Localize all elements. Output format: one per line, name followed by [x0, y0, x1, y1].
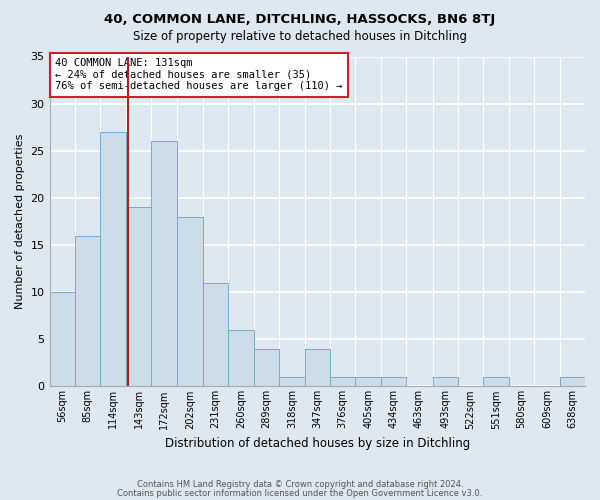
Bar: [279, 377, 305, 386]
Bar: [75, 236, 100, 386]
Bar: [151, 142, 176, 386]
Y-axis label: Number of detached properties: Number of detached properties: [15, 134, 25, 309]
Bar: [178, 216, 203, 386]
Bar: [355, 377, 381, 386]
Bar: [484, 377, 509, 386]
Bar: [305, 348, 330, 387]
X-axis label: Distribution of detached houses by size in Ditchling: Distribution of detached houses by size …: [164, 437, 470, 450]
Bar: [381, 377, 406, 386]
Bar: [229, 330, 254, 386]
Bar: [50, 292, 75, 386]
Text: 40, COMMON LANE, DITCHLING, HASSOCKS, BN6 8TJ: 40, COMMON LANE, DITCHLING, HASSOCKS, BN…: [104, 12, 496, 26]
Bar: [254, 348, 279, 387]
Bar: [126, 208, 151, 386]
Bar: [203, 282, 229, 387]
Text: Contains public sector information licensed under the Open Government Licence v3: Contains public sector information licen…: [118, 488, 482, 498]
Bar: [433, 377, 458, 386]
Text: Contains HM Land Registry data © Crown copyright and database right 2024.: Contains HM Land Registry data © Crown c…: [137, 480, 463, 489]
Bar: [100, 132, 126, 386]
Text: 40 COMMON LANE: 131sqm
← 24% of detached houses are smaller (35)
76% of semi-det: 40 COMMON LANE: 131sqm ← 24% of detached…: [55, 58, 343, 92]
Bar: [560, 377, 585, 386]
Text: Size of property relative to detached houses in Ditchling: Size of property relative to detached ho…: [133, 30, 467, 43]
Bar: [330, 377, 355, 386]
